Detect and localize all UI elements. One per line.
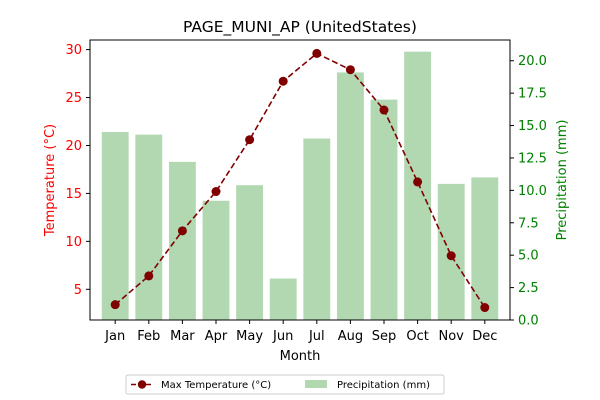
x-tick-label-oct: Oct [406,329,428,344]
precip-bar-jun [269,278,297,320]
right-tick-label-2: 5.0 [518,249,539,264]
legend-line-marker [137,380,147,389]
line-layer [110,48,490,313]
legend: Max Temperature (°C) Precipitation (mm) [125,374,445,395]
x-tick-label-jul: Jul [308,329,325,344]
right-tick-label-8: 20.0 [518,54,547,69]
left-tick-label-25: 25 [65,91,82,106]
precip-bar-apr [202,200,230,320]
right-axis-label: Precipitation (mm) [555,120,570,241]
x-tick-label-jun: Jun [272,329,293,344]
plot-frame [89,39,511,321]
legend-label-temperature: Max Temperature (°C) [161,380,271,391]
chart-title: PAGE_MUNI_AP (UnitedStates) [183,18,417,37]
temperature-point-jul [312,48,322,58]
x-tick-label-jan: Jan [104,329,125,344]
precip-bar-dec [471,177,499,320]
x-tick-label-sep: Sep [372,329,397,344]
legend-bar-swatch [305,380,327,388]
left-tick-label-15: 15 [65,187,82,202]
precip-bar-feb [135,134,163,320]
temperature-point-may [245,135,255,145]
left-axis-label: Temperature (°C) [43,124,58,237]
right-tick-label-0: 0.0 [518,314,539,329]
x-axis-label: Month [280,349,321,364]
left-tick-label-5: 5 [74,283,82,298]
precip-bar-sep [370,99,398,320]
temperature-point-aug [345,65,355,75]
right-tick-label-7: 17.5 [518,87,547,102]
x-tick-label-feb: Feb [137,329,160,344]
left-tick-label-20: 20 [65,139,82,154]
bars-layer [101,51,499,321]
x-tick-label-apr: Apr [205,329,228,344]
temperature-point-dec [480,303,490,313]
right-tick-label-1: 2.5 [518,281,539,296]
temperature-point-nov [446,251,456,261]
left-tick-label-10: 10 [65,235,82,250]
temperature-point-jan [110,300,120,310]
temperature-point-sep [379,105,389,115]
precip-bar-aug [336,72,364,320]
legend-frame [125,374,445,395]
temperature-line [114,52,486,308]
right-tick-label-3: 7.5 [518,216,539,231]
right-tick-label-4: 10.0 [518,184,547,199]
left-tick-label-30: 30 [65,43,82,58]
precip-bar-jan [101,132,129,320]
precip-bar-jul [303,138,331,320]
temperature-point-feb [144,271,154,281]
temperature-point-jun [278,76,288,86]
right-tick-label-5: 12.5 [518,151,547,166]
x-tick-label-may: May [236,329,263,344]
right-tick-label-6: 15.0 [518,119,547,134]
x-tick-label-dec: Dec [472,329,497,344]
temperature-point-oct [413,177,423,187]
legend-label-precipitation: Precipitation (mm) [337,380,430,391]
axes-layer: Jan Feb Mar Apr May Jun Jul Aug Sep Oct Nov Dec 5 10 1… [65,39,547,344]
temperature-point-apr [211,187,221,197]
precip-bar-may [236,185,264,320]
x-tick-label-mar: Mar [170,329,195,344]
x-tick-label-aug: Aug [338,329,363,344]
x-tick-label-nov: Nov [439,329,465,344]
temperature-point-mar [177,226,187,236]
precip-bar-mar [168,161,196,320]
